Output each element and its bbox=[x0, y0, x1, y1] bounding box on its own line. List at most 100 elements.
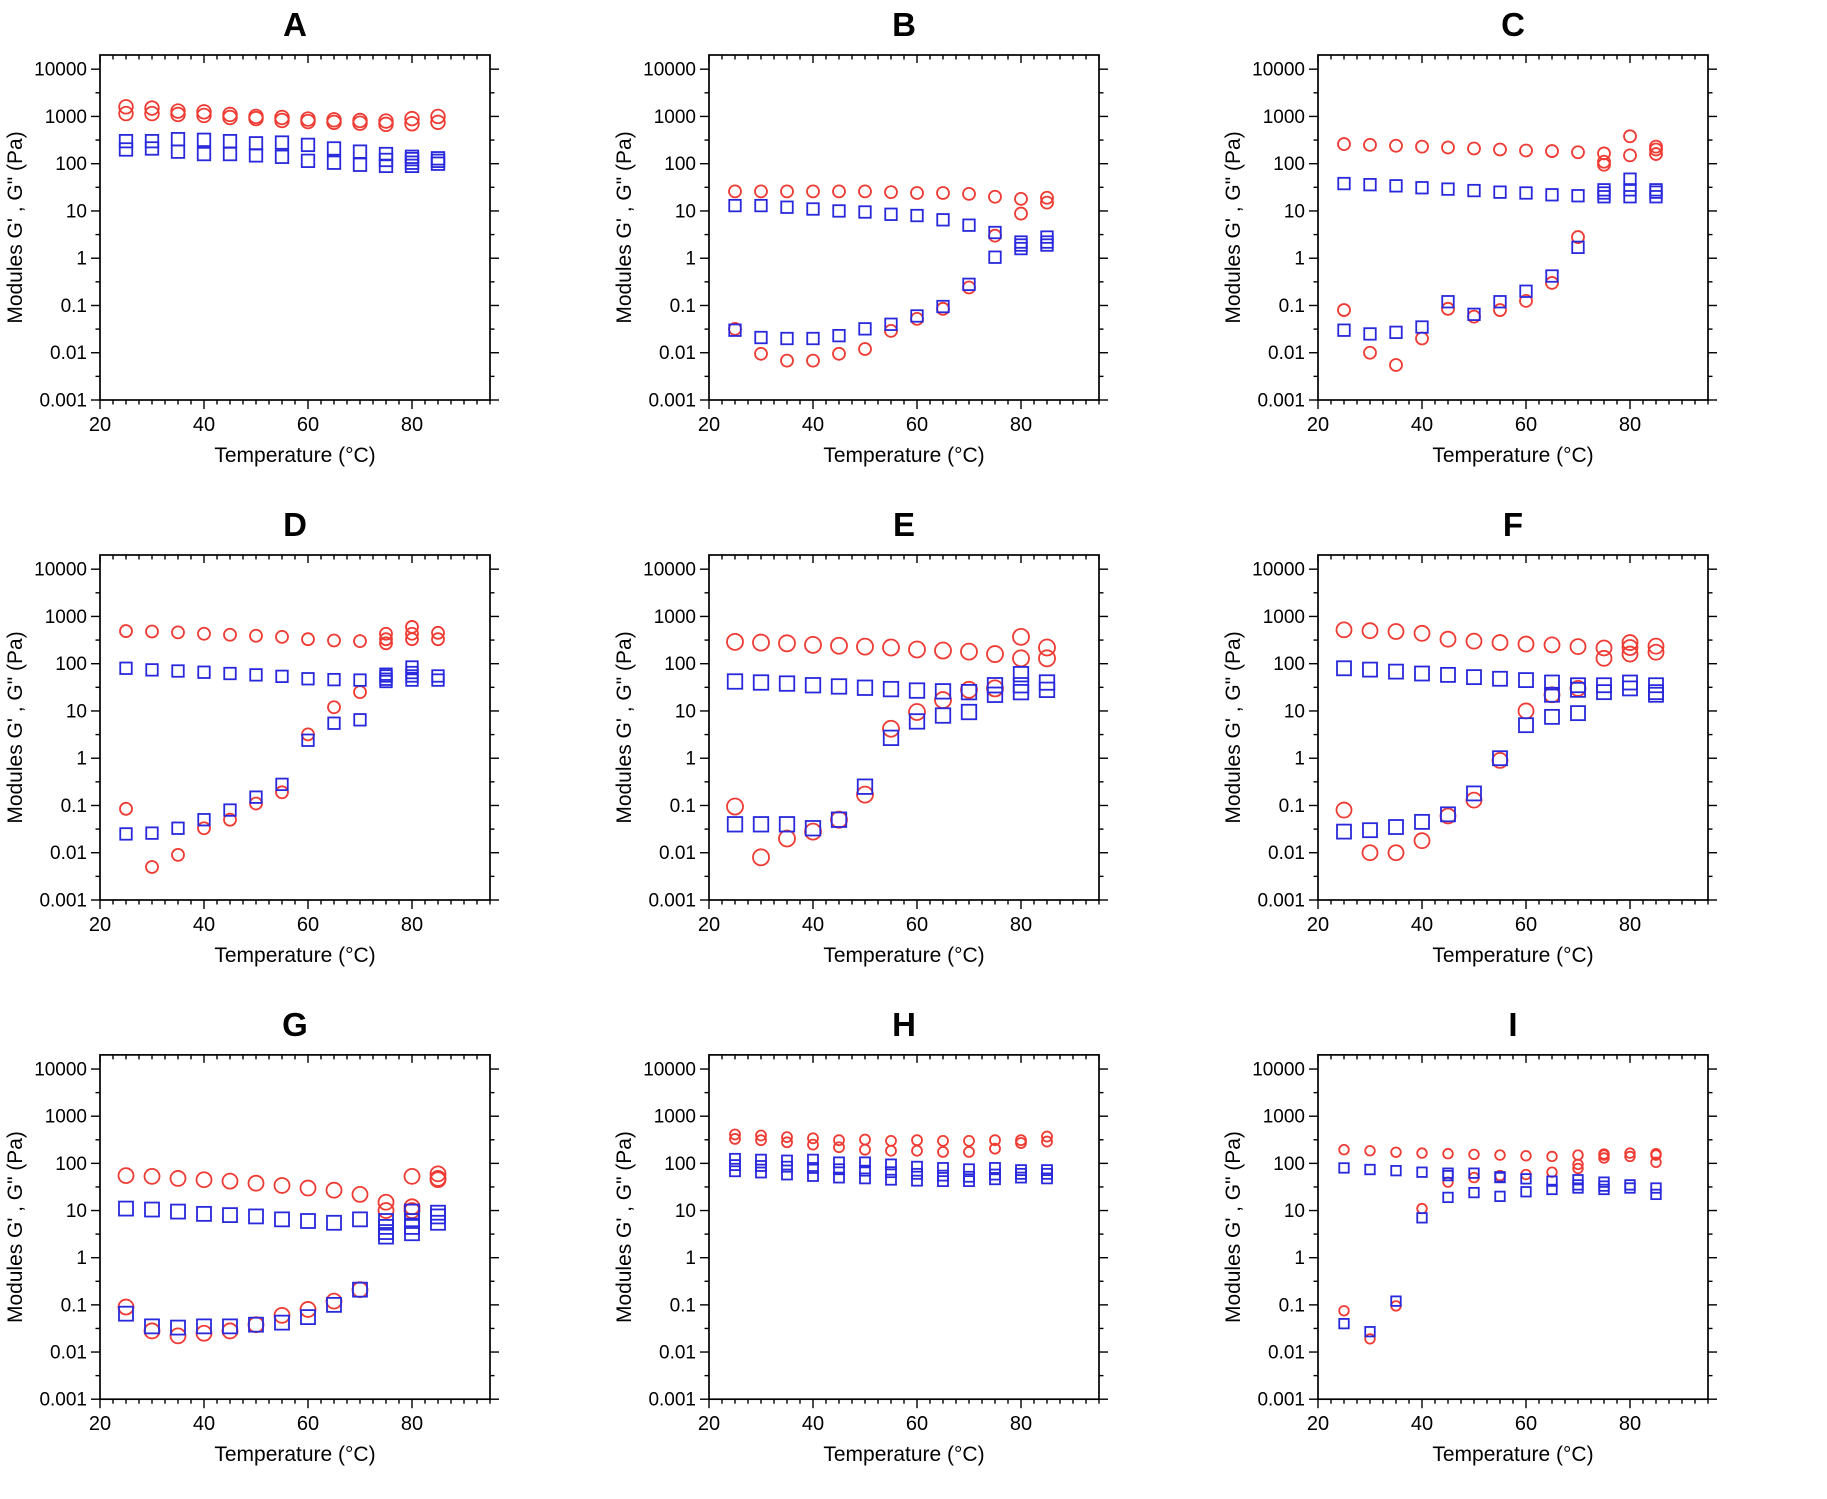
panel-title: E bbox=[893, 506, 915, 543]
plot-frame bbox=[99, 554, 491, 901]
panel-title: A bbox=[283, 6, 307, 43]
y-axis-label: Modules G' , G" (Pa) bbox=[613, 131, 636, 323]
plot-frame bbox=[708, 54, 1100, 401]
panel-C-chart: C 0.001 0.01 0.1 1 10 100 1000 10000 20 40 60 80 Modu… bbox=[1222, 6, 1717, 467]
y-tick-label: 0.001 bbox=[1257, 891, 1305, 912]
y-tick-label: 1 bbox=[76, 1248, 87, 1269]
y-tick-label: 10000 bbox=[34, 60, 87, 81]
x-tick-label: 40 bbox=[1411, 414, 1433, 436]
y-tick-label: 0.001 bbox=[39, 1390, 87, 1411]
y-tick-label: 0.1 bbox=[61, 796, 87, 817]
panel-title: H bbox=[892, 1006, 916, 1043]
y-tick-label: 0.001 bbox=[1257, 1390, 1305, 1411]
x-tick-label: 20 bbox=[89, 1413, 111, 1435]
y-tick-label: 0.001 bbox=[1257, 391, 1305, 412]
x-tick-label: 20 bbox=[698, 914, 720, 936]
y-tick-label: 0.01 bbox=[659, 343, 696, 364]
x-tick-label: 80 bbox=[1010, 414, 1032, 436]
y-tick-label: 0.01 bbox=[659, 1343, 696, 1364]
y-tick-label: 10 bbox=[66, 1201, 87, 1222]
y-tick-label: 1 bbox=[685, 1248, 696, 1269]
g-double-prime-blue-square-markers bbox=[1336, 660, 1664, 840]
y-tick-label: 10 bbox=[1284, 701, 1305, 722]
y-tick-label: 10000 bbox=[1252, 60, 1305, 81]
x-tick-label: 40 bbox=[193, 914, 215, 936]
panel-B: B 0.001 0.01 0.1 1 10 100 1000 10000 20 40 60 80 Modu… bbox=[609, 0, 1218, 500]
y-axis-label: Modules G' , G" (Pa) bbox=[4, 1131, 27, 1323]
y-tick-label: 100 bbox=[1273, 654, 1305, 675]
panel-title: I bbox=[1508, 1006, 1517, 1043]
y-tick-label: 10000 bbox=[1252, 560, 1305, 581]
y-tick-label: 10 bbox=[66, 201, 87, 222]
y-axis-label: Modules G' , G" (Pa) bbox=[1222, 1131, 1245, 1323]
y-tick-label: 10 bbox=[66, 701, 87, 722]
x-axis-label: Temperature (°C) bbox=[214, 944, 375, 967]
x-tick-label: 80 bbox=[1010, 914, 1032, 936]
panel-title: D bbox=[283, 506, 307, 543]
y-tick-label: 10000 bbox=[1252, 1060, 1305, 1081]
g-prime-red-circle-markers bbox=[1338, 1144, 1662, 1345]
x-tick-label: 80 bbox=[401, 914, 423, 936]
g-double-prime-blue-square-markers bbox=[1338, 1162, 1662, 1338]
x-axis-label: Temperature (°C) bbox=[823, 1443, 984, 1466]
y-tick-label: 0.1 bbox=[1279, 1295, 1305, 1316]
x-tick-label: 40 bbox=[802, 1413, 824, 1435]
panel-G-chart: G 0.001 0.01 0.1 1 10 100 1000 10000 20 40 60 80 Modu… bbox=[4, 1006, 499, 1466]
y-tick-label: 1000 bbox=[1263, 1107, 1305, 1128]
y-tick-label: 0.001 bbox=[39, 891, 87, 912]
axes-ticks bbox=[700, 555, 1108, 909]
g-double-prime-blue-square-markers bbox=[118, 1200, 446, 1336]
panel-title: B bbox=[892, 6, 916, 43]
y-axis-label: Modules G' , G" (Pa) bbox=[613, 631, 636, 823]
y-tick-label: 0.1 bbox=[670, 296, 696, 317]
y-tick-label: 100 bbox=[55, 154, 87, 175]
y-tick-label: 10000 bbox=[643, 560, 696, 581]
y-tick-label: 1000 bbox=[45, 1107, 87, 1128]
y-tick-label: 10 bbox=[1284, 201, 1305, 222]
panel-title: F bbox=[1503, 506, 1523, 543]
y-tick-label: 0.01 bbox=[1268, 343, 1305, 364]
y-tick-label: 10 bbox=[1284, 1201, 1305, 1222]
x-axis-label: Temperature (°C) bbox=[1432, 444, 1593, 467]
y-tick-label: 1000 bbox=[654, 1107, 696, 1128]
panel-I: I 0.001 0.01 0.1 1 10 100 1000 10000 20 40 60 80 Modu… bbox=[1218, 1000, 1827, 1499]
x-axis-label: Temperature (°C) bbox=[1432, 1443, 1593, 1466]
y-tick-label: 10000 bbox=[34, 1060, 87, 1081]
y-tick-label: 1 bbox=[1294, 749, 1305, 770]
plot-frame bbox=[1317, 54, 1709, 401]
y-tick-label: 10 bbox=[675, 1201, 696, 1222]
g-prime-red-circle-markers bbox=[729, 1128, 1053, 1158]
y-tick-label: 1 bbox=[76, 749, 87, 770]
x-tick-label: 80 bbox=[401, 1413, 423, 1435]
panel-G: G 0.001 0.01 0.1 1 10 100 1000 10000 20 40 60 80 Modu… bbox=[0, 1000, 609, 1499]
y-tick-label: 0.1 bbox=[1279, 796, 1305, 817]
y-tick-label: 0.001 bbox=[648, 391, 696, 412]
panel-F-chart: F 0.001 0.01 0.1 1 10 100 1000 10000 20 40 60 80 Modu… bbox=[1222, 506, 1717, 967]
x-tick-label: 60 bbox=[1515, 914, 1537, 936]
g-prime-red-circle-markers bbox=[117, 1165, 447, 1345]
x-tick-label: 20 bbox=[89, 914, 111, 936]
y-tick-label: 10000 bbox=[643, 60, 696, 81]
y-tick-label: 100 bbox=[55, 1154, 87, 1175]
y-tick-label: 100 bbox=[664, 1154, 696, 1175]
y-tick-label: 0.1 bbox=[61, 296, 87, 317]
y-tick-label: 0.01 bbox=[50, 1343, 87, 1364]
panel-D-chart: D 0.001 0.01 0.1 1 10 100 1000 10000 20 40 60 80 Modu… bbox=[4, 506, 499, 967]
axes-ticks bbox=[1309, 55, 1717, 409]
x-tick-label: 80 bbox=[401, 414, 423, 436]
g-double-prime-blue-square-markers bbox=[728, 198, 1054, 346]
y-tick-label: 0.1 bbox=[1279, 296, 1305, 317]
y-tick-label: 1000 bbox=[45, 107, 87, 128]
y-tick-label: 0.1 bbox=[670, 796, 696, 817]
y-tick-label: 100 bbox=[664, 154, 696, 175]
panel-title: C bbox=[1501, 6, 1525, 43]
plot-frame bbox=[708, 1054, 1100, 1401]
x-tick-label: 20 bbox=[698, 414, 720, 436]
y-axis-label: Modules G' , G" (Pa) bbox=[613, 1131, 636, 1323]
axes-ticks bbox=[91, 1054, 499, 1409]
y-tick-label: 10000 bbox=[34, 560, 87, 581]
panel-A: A 0.001 0.01 0.1 1 10 100 1000 10000 20 40 60 80 Modu… bbox=[0, 0, 609, 500]
x-tick-label: 20 bbox=[1307, 914, 1329, 936]
x-tick-label: 40 bbox=[1411, 914, 1433, 936]
